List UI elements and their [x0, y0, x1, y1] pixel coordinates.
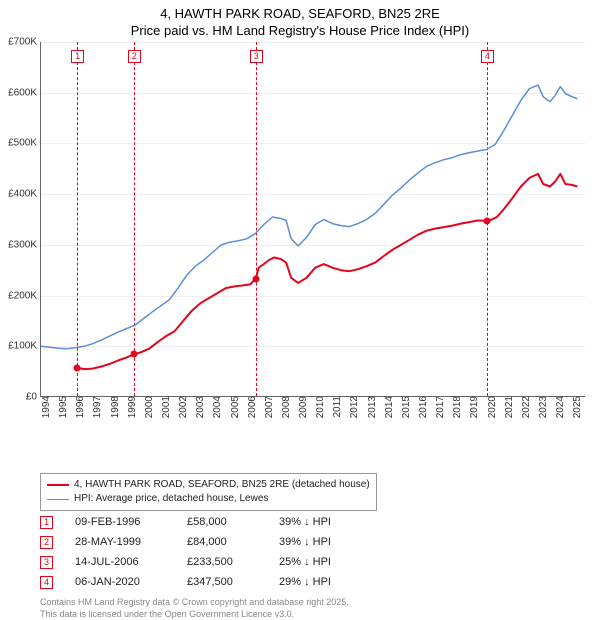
legend-swatch [47, 499, 69, 500]
x-tick-label: 1994 [37, 396, 52, 418]
x-tick-label: 2008 [277, 396, 292, 418]
sales-row: 2 28-MAY-1999 £84,000 39% ↓ HPI [40, 532, 369, 552]
x-tick-label: 1999 [123, 396, 138, 418]
sales-row-price: £84,000 [187, 536, 257, 548]
x-tick-label: 1998 [106, 396, 121, 418]
legend-label: HPI: Average price, detached house, Lewe… [74, 492, 268, 506]
x-tick-label: 2015 [397, 396, 412, 418]
x-tick-label: 2020 [483, 396, 498, 418]
x-tick-label: 2004 [208, 396, 223, 418]
x-tick-label: 2006 [243, 396, 258, 418]
title-address: 4, HAWTH PARK ROAD, SEAFORD, BN25 2RE [0, 6, 600, 21]
sales-row-price: £233,500 [187, 556, 257, 568]
x-tick-label: 2000 [140, 396, 155, 418]
sales-row-price: £347,500 [187, 576, 257, 588]
x-tick-label: 2003 [191, 396, 206, 418]
x-tick-label: 2019 [465, 396, 480, 418]
x-tick-label: 2002 [174, 396, 189, 418]
sale-point-dot [483, 217, 490, 224]
sales-row: 4 06-JAN-2020 £347,500 29% ↓ HPI [40, 572, 369, 592]
x-tick-label: 2009 [294, 396, 309, 418]
series-price_paid [77, 174, 577, 369]
legend-label: 4, HAWTH PARK ROAD, SEAFORD, BN25 2RE (d… [74, 478, 370, 492]
sales-row: 3 14-JUL-2006 £233,500 25% ↓ HPI [40, 552, 369, 572]
y-tick-label: £300K [8, 239, 41, 250]
y-tick-label: £100K [8, 341, 41, 352]
x-tick-label: 1996 [71, 396, 86, 418]
sales-row-index: 4 [40, 576, 53, 589]
footer-line2: This data is licensed under the Open Gov… [40, 608, 349, 620]
sales-row-date: 28-MAY-1999 [75, 536, 165, 548]
x-tick-label: 2021 [500, 396, 515, 418]
x-tick-label: 2014 [380, 396, 395, 418]
sales-row-index: 3 [40, 556, 53, 569]
sales-row-diff: 39% ↓ HPI [279, 536, 369, 548]
sales-row-date: 09-FEB-1996 [75, 516, 165, 528]
x-tick-label: 1997 [88, 396, 103, 418]
x-tick-label: 2018 [448, 396, 463, 418]
x-tick-label: 2011 [328, 396, 343, 418]
legend: 4, HAWTH PARK ROAD, SEAFORD, BN25 2RE (d… [40, 473, 377, 511]
sales-row-index: 2 [40, 536, 53, 549]
plot-area: £0£100K£200K£300K£400K£500K£600K£700K199… [40, 42, 585, 397]
sales-row-diff: 39% ↓ HPI [279, 516, 369, 528]
x-tick-label: 1995 [54, 396, 69, 418]
sales-row-diff: 29% ↓ HPI [279, 576, 369, 588]
x-tick-label: 2001 [157, 396, 172, 418]
sale-point-dot [74, 364, 81, 371]
y-tick-label: £500K [8, 138, 41, 149]
y-tick-label: £700K [8, 37, 41, 48]
x-tick-label: 2022 [517, 396, 532, 418]
x-tick-label: 2016 [414, 396, 429, 418]
legend-swatch [47, 484, 69, 486]
footer-attribution: Contains HM Land Registry data © Crown c… [40, 596, 349, 620]
x-tick-label: 2017 [431, 396, 446, 418]
x-tick-label: 2005 [226, 396, 241, 418]
x-tick-label: 2024 [551, 396, 566, 418]
sales-row-price: £58,000 [187, 516, 257, 528]
y-tick-label: £400K [8, 189, 41, 200]
y-tick-label: £200K [8, 290, 41, 301]
legend-item: 4, HAWTH PARK ROAD, SEAFORD, BN25 2RE (d… [47, 478, 370, 492]
x-tick-label: 2007 [260, 396, 275, 418]
sales-table: 1 09-FEB-1996 £58,000 39% ↓ HPI 2 28-MAY-1999… [40, 512, 369, 592]
title-subtitle: Price paid vs. HM Land Registry's House … [0, 23, 600, 38]
legend-item: HPI: Average price, detached house, Lewe… [47, 492, 370, 506]
sales-row-date: 14-JUL-2006 [75, 556, 165, 568]
y-tick-label: £600K [8, 87, 41, 98]
x-tick-label: 2023 [534, 396, 549, 418]
sales-row-diff: 25% ↓ HPI [279, 556, 369, 568]
sales-row-index: 1 [40, 516, 53, 529]
x-tick-label: 2010 [311, 396, 326, 418]
footer-line1: Contains HM Land Registry data © Crown c… [40, 596, 349, 608]
sales-row-date: 06-JAN-2020 [75, 576, 165, 588]
sales-row: 1 09-FEB-1996 £58,000 39% ↓ HPI [40, 512, 369, 532]
sale-point-dot [252, 275, 259, 282]
sale-point-dot [130, 351, 137, 358]
x-tick-label: 2012 [345, 396, 360, 418]
series-svg [41, 42, 586, 397]
x-tick-label: 2013 [363, 396, 378, 418]
price-chart: £0£100K£200K£300K£400K£500K£600K£700K199… [0, 42, 600, 472]
x-tick-label: 2025 [568, 396, 583, 418]
